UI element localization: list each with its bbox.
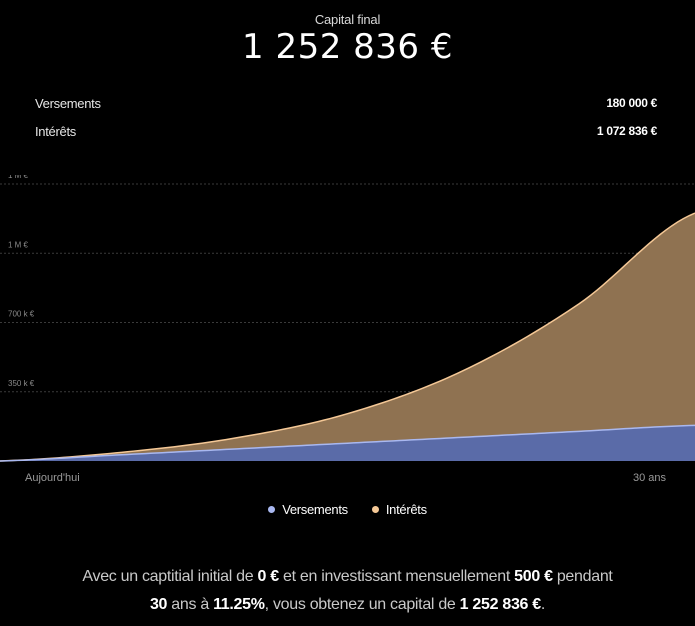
versements-label: Versements	[35, 96, 101, 111]
legend-item-versements: Versements	[268, 502, 348, 517]
legend-item-interets: Intérêts	[371, 502, 427, 517]
interets-label: Intérêts	[35, 124, 76, 139]
sentence-final-capital: 1 252 836 €	[459, 596, 542, 613]
x-tick-label-end: 30 ans	[633, 472, 667, 484]
final-capital-value: 1 252 836 €	[242, 27, 453, 67]
sentence-text: Avec un captitial initial de	[82, 568, 258, 585]
summary-row-versements: Versements 180 000 €	[35, 96, 657, 111]
summary-sentence: Avec un captitial initial de 0 € et en i…	[20, 563, 675, 619]
versements-value: 180 000 €	[606, 96, 657, 110]
summary-row-interets: Intérêts 1 072 836 €	[35, 124, 657, 139]
final-capital-label: Capital final	[314, 12, 381, 27]
sentence-text: .	[540, 596, 546, 613]
interets-value: 1 072 836 €	[596, 124, 657, 138]
versements-dot-icon	[268, 506, 276, 513]
chart-legend: Versements Intérêts	[0, 502, 695, 517]
interets-dot-icon	[371, 506, 379, 513]
legend-label-versements: Versements	[282, 502, 348, 517]
versements-line	[0, 424, 695, 462]
y-tick-label: 1 M €	[8, 175, 29, 180]
sentence-years: 30	[149, 596, 168, 613]
sentence-text: ans à	[167, 596, 214, 613]
growth-chart-svg: 350 k € 700 k € 1 M € 1 M € Aujourd'hui 30 an…	[0, 175, 695, 484]
x-tick-label-start: Aujourd'hui	[25, 472, 80, 484]
interets-area	[0, 213, 695, 461]
sentence-monthly-amount: 500 €	[514, 568, 553, 585]
legend-label-interets: Intérêts	[385, 502, 427, 517]
growth-chart: 350 k € 700 k € 1 M € 1 M € Aujourd'hui 30 an…	[0, 175, 695, 485]
sentence-rate: 11.25%	[213, 596, 265, 613]
sentence-initial-capital: 0 €	[257, 568, 280, 585]
y-tick-label: 1 M €	[8, 240, 29, 249]
sentence-text: et en investissant mensuellement	[278, 568, 515, 585]
interets-line	[0, 212, 695, 462]
y-tick-label: 350 k €	[8, 379, 35, 388]
y-tick-label: 700 k €	[8, 310, 35, 319]
sentence-text: pendant	[552, 568, 613, 585]
sentence-text: , vous obtenez un capital de	[264, 596, 460, 613]
